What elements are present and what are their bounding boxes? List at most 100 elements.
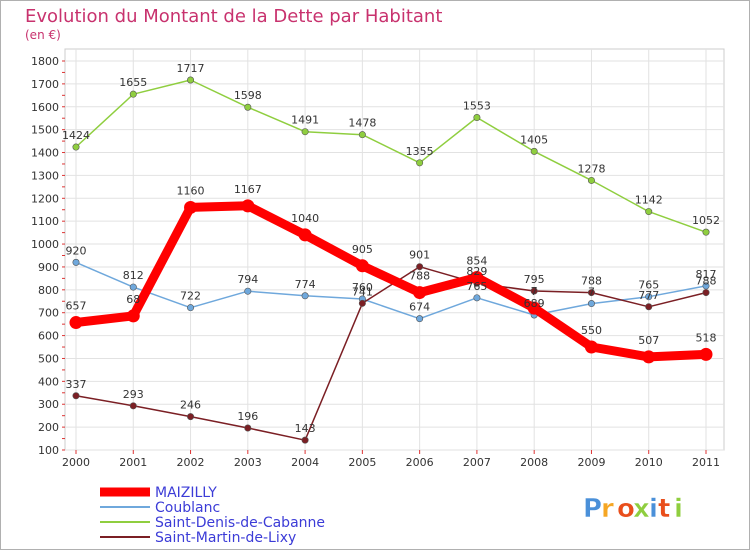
watermark-letter: i bbox=[649, 494, 658, 524]
data-point bbox=[126, 309, 140, 323]
watermark-letter: o bbox=[617, 494, 635, 524]
y-tick-label: 600 bbox=[38, 330, 59, 343]
legend: MAIZILLYCoublancSaint-Denis-de-CabanneSa… bbox=[100, 485, 325, 546]
x-tick-label: 2005 bbox=[348, 456, 376, 469]
data-point bbox=[241, 199, 255, 213]
data-point bbox=[702, 289, 710, 297]
data-point bbox=[187, 76, 195, 84]
x-tick-label: 2002 bbox=[177, 456, 205, 469]
data-point bbox=[129, 90, 137, 98]
data-point bbox=[587, 300, 595, 308]
watermark-letter: x bbox=[633, 494, 650, 524]
data-point bbox=[301, 292, 309, 300]
data-label: 518 bbox=[696, 331, 717, 344]
y-tick-label: 1500 bbox=[31, 124, 59, 137]
data-point bbox=[470, 270, 484, 284]
data-label: 812 bbox=[123, 269, 144, 282]
data-label: 196 bbox=[237, 410, 258, 423]
legend-label: Coublanc bbox=[155, 500, 220, 516]
data-point bbox=[587, 289, 595, 297]
data-point bbox=[473, 114, 481, 122]
legend-label: Saint-Martin-de-Lixy bbox=[155, 530, 296, 546]
data-label: 1160 bbox=[177, 184, 205, 197]
series-line-saint-denis-de-cabanne bbox=[75, 79, 707, 233]
data-label: 674 bbox=[409, 301, 430, 314]
chart-subtitle: (en €) bbox=[25, 28, 61, 42]
data-point bbox=[530, 147, 538, 155]
data-point bbox=[699, 347, 713, 361]
data-point bbox=[645, 208, 653, 216]
watermark-letter: r bbox=[601, 494, 614, 524]
data-point bbox=[355, 259, 369, 273]
data-label: 507 bbox=[638, 334, 659, 347]
y-tick-label: 1600 bbox=[31, 101, 59, 114]
data-point bbox=[413, 286, 427, 300]
data-point bbox=[244, 103, 252, 111]
data-label: 657 bbox=[66, 300, 87, 313]
data-point bbox=[129, 283, 137, 291]
data-label: 550 bbox=[581, 324, 602, 337]
data-label: 1598 bbox=[234, 89, 262, 102]
data-label: 765 bbox=[638, 279, 659, 292]
data-point bbox=[473, 294, 481, 302]
data-point bbox=[244, 424, 252, 432]
data-point bbox=[129, 402, 137, 410]
data-label: 1424 bbox=[62, 129, 90, 142]
data-label: 829 bbox=[466, 265, 487, 278]
y-tick-label: 1100 bbox=[31, 215, 59, 228]
y-tick-label: 1800 bbox=[31, 55, 59, 68]
data-point bbox=[645, 293, 653, 301]
data-point bbox=[584, 340, 598, 354]
data-point bbox=[244, 287, 252, 295]
data-label: 1167 bbox=[234, 183, 262, 196]
data-point bbox=[416, 159, 424, 167]
x-tick-label: 2006 bbox=[406, 456, 434, 469]
data-label: 143 bbox=[295, 422, 316, 435]
x-tick-label: 2003 bbox=[234, 456, 262, 469]
x-tick-label: 2010 bbox=[635, 456, 663, 469]
x-tick-label: 2009 bbox=[577, 456, 605, 469]
data-label: 7 bbox=[531, 285, 538, 298]
legend-label: Saint-Denis-de-Cabanne bbox=[155, 515, 325, 531]
y-tick-label: 800 bbox=[38, 284, 59, 297]
data-point bbox=[187, 304, 195, 312]
x-tick-label: 2011 bbox=[692, 456, 720, 469]
y-tick-label: 900 bbox=[38, 261, 59, 274]
data-point bbox=[527, 301, 541, 315]
data-label: 1355 bbox=[406, 145, 434, 158]
data-point bbox=[702, 228, 710, 236]
data-label: 1142 bbox=[635, 194, 663, 207]
data-point bbox=[187, 413, 195, 421]
data-label: 765 bbox=[466, 280, 487, 293]
y-tick-label: 1400 bbox=[31, 147, 59, 160]
series-line-coublanc bbox=[75, 261, 707, 320]
y-tick-label: 200 bbox=[38, 421, 59, 434]
data-point bbox=[530, 287, 538, 295]
y-tick-label: 300 bbox=[38, 398, 59, 411]
proxiti-watermark: Pr ox i t i bbox=[583, 494, 683, 525]
y-tick-label: 1300 bbox=[31, 169, 59, 182]
data-label: 788 bbox=[409, 270, 430, 283]
data-label: 1278 bbox=[577, 162, 605, 175]
x-tick-label: 2000 bbox=[62, 456, 90, 469]
plot-background bbox=[64, 48, 725, 451]
series-line-maizilly bbox=[71, 201, 711, 362]
data-label: 901 bbox=[409, 249, 430, 262]
watermark-letter: P bbox=[583, 494, 602, 524]
y-tick-label: 700 bbox=[38, 307, 59, 320]
data-label: 1052 bbox=[692, 214, 720, 227]
data-label: 795 bbox=[524, 273, 545, 286]
data-label: 920 bbox=[66, 244, 87, 257]
data-label: 905 bbox=[352, 243, 373, 256]
data-label: 817 bbox=[696, 268, 717, 281]
data-point bbox=[184, 200, 198, 214]
data-point bbox=[72, 143, 80, 151]
data-point bbox=[301, 436, 309, 444]
data-label: 760 bbox=[352, 281, 373, 294]
watermark-letter: t bbox=[658, 494, 670, 524]
y-tick-label: 500 bbox=[38, 352, 59, 365]
data-label: 777 bbox=[638, 289, 659, 302]
data-label: 1491 bbox=[291, 114, 319, 127]
data-point bbox=[301, 128, 309, 136]
